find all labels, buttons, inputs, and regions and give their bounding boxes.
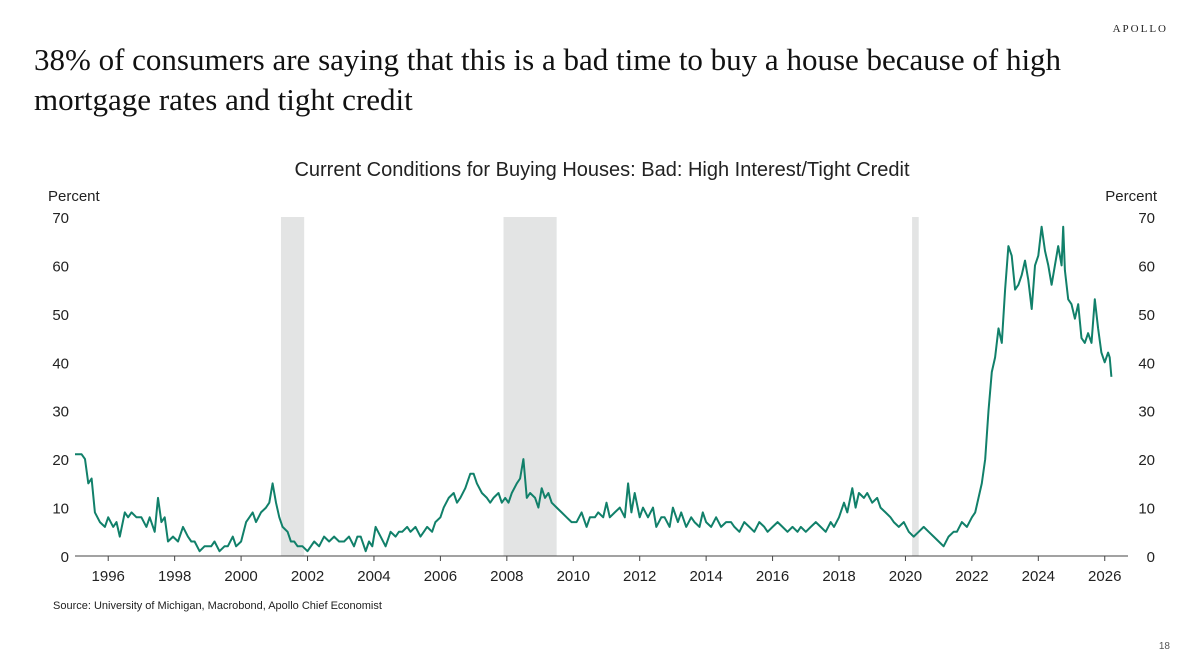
x-tick-label: 2024 bbox=[1022, 568, 1055, 585]
x-tick-label: 2014 bbox=[689, 568, 722, 585]
y-tick-label-left: 60 bbox=[52, 258, 69, 275]
recession-bands bbox=[280, 217, 919, 556]
x-tick-label: 2022 bbox=[955, 568, 988, 585]
x-tick-label: 2000 bbox=[224, 568, 257, 585]
x-tick-label: 2008 bbox=[490, 568, 523, 585]
y-tick-label-right: 60 bbox=[1138, 258, 1155, 275]
x-tick-label: 2010 bbox=[557, 568, 590, 585]
recession-band bbox=[912, 217, 919, 556]
y-tick-label-left: 70 bbox=[52, 210, 69, 227]
x-tick-label: 2020 bbox=[889, 568, 922, 585]
source-note: Source: University of Michigan, Macrobon… bbox=[53, 600, 382, 612]
x-tick-label: 1996 bbox=[92, 568, 125, 585]
y-tick-label-right: 70 bbox=[1138, 210, 1155, 227]
y-tick-label-right: 30 bbox=[1138, 404, 1155, 421]
x-tick-label: 2004 bbox=[357, 568, 390, 585]
y-tick-label-left: 50 bbox=[52, 307, 69, 324]
x-tick-label: 2016 bbox=[756, 568, 789, 585]
x-tick-label: 1998 bbox=[158, 568, 191, 585]
y-tick-label-left: 40 bbox=[52, 355, 69, 372]
x-tick-label: 2002 bbox=[291, 568, 324, 585]
series-layer bbox=[75, 225, 1113, 553]
y-tick-label-right: 40 bbox=[1138, 355, 1155, 372]
y-axis-label-right: Percent bbox=[1105, 188, 1158, 205]
line-chart: Current Conditions for Buying Houses: Ba… bbox=[48, 159, 1158, 585]
chart-title: Current Conditions for Buying Houses: Ba… bbox=[294, 159, 910, 181]
page-title: 38% of consumers are saying that this is… bbox=[34, 42, 1062, 117]
page-number: 18 bbox=[1158, 641, 1170, 652]
brand-logo: APOLLO bbox=[1112, 23, 1168, 35]
series-line bbox=[75, 225, 1113, 553]
y-axis-ticks: 0 0 10 10 20 20 30 30 40 40 50 50 60 60 70 70 bbox=[52, 210, 1155, 566]
recession-band bbox=[280, 217, 305, 556]
y-tick-label-right: 10 bbox=[1138, 501, 1155, 518]
y-tick-label-right: 20 bbox=[1138, 452, 1155, 469]
x-axis-ticks: 1996 1998 2000 2002 2004 2006 2008 2010 2012 2014… bbox=[92, 556, 1121, 585]
recession-band bbox=[503, 217, 557, 556]
y-axis-label-left: Percent bbox=[48, 188, 101, 205]
x-tick-label: 2026 bbox=[1088, 568, 1121, 585]
y-tick-label-right: 0 bbox=[1147, 549, 1155, 566]
x-tick-label: 2018 bbox=[822, 568, 855, 585]
y-tick-label-left: 30 bbox=[52, 404, 69, 421]
x-tick-label: 2006 bbox=[424, 568, 457, 585]
y-tick-label-left: 10 bbox=[52, 501, 69, 518]
y-tick-label-left: 0 bbox=[61, 549, 69, 566]
x-tick-label: 2012 bbox=[623, 568, 656, 585]
y-tick-label-left: 20 bbox=[52, 452, 69, 469]
y-tick-label-right: 50 bbox=[1138, 307, 1155, 324]
